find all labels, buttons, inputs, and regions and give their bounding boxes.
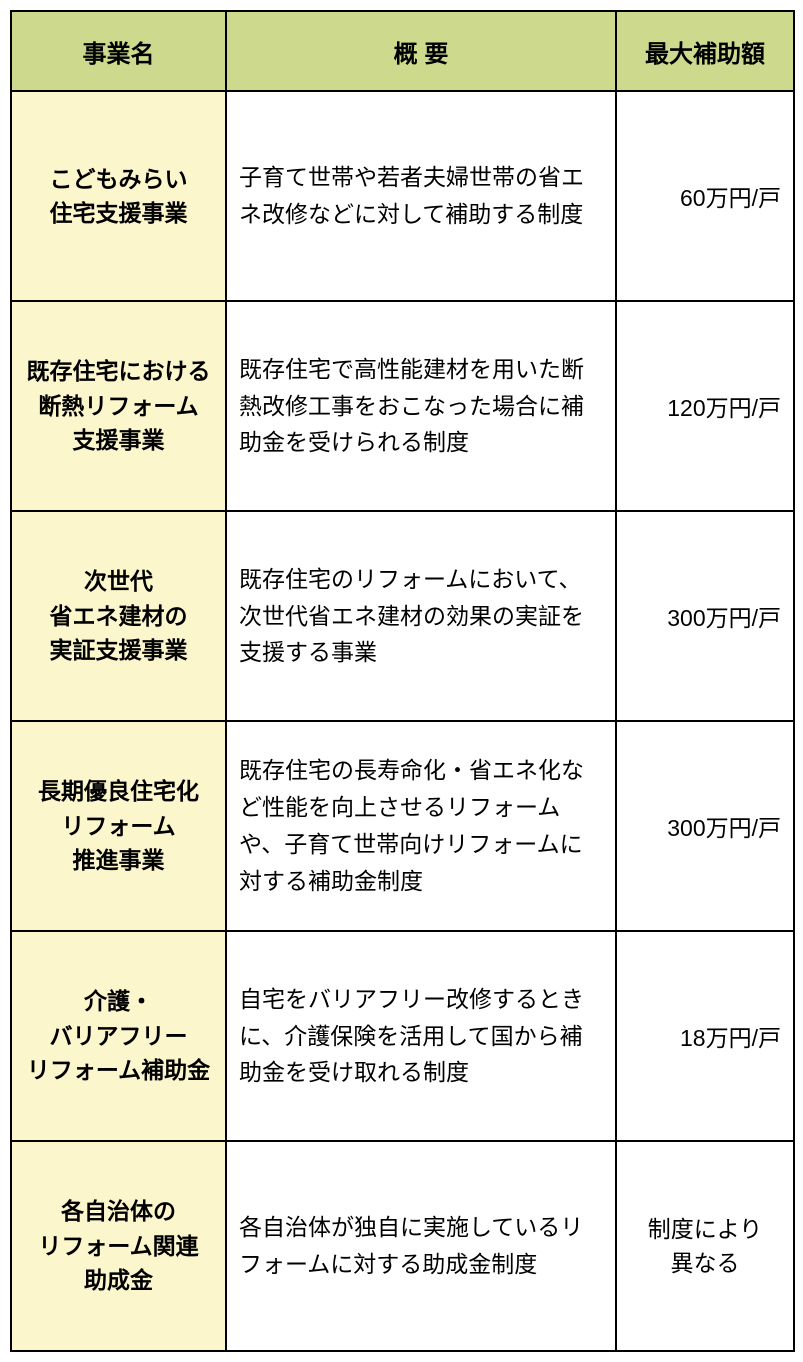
table-row: こどもみらい住宅支援事業 子育て世帯や若者夫婦世帯の省エネ改修などに対して補助す… xyxy=(11,91,794,301)
cell-amount: 120万円/戸 xyxy=(616,301,794,511)
cell-summary: 各自治体が独自に実施しているリフォームに対する助成金制度 xyxy=(226,1141,616,1351)
table-body: こどもみらい住宅支援事業 子育て世帯や若者夫婦世帯の省エネ改修などに対して補助す… xyxy=(11,91,794,1351)
table-row: 介護・バリアフリーリフォーム補助金 自宅をバリアフリー改修するときに、介護保険を… xyxy=(11,931,794,1141)
table-row: 長期優良住宅化リフォーム推進事業 既存住宅の長寿命化・省エネ化など性能を向上させ… xyxy=(11,721,794,931)
cell-summary: 既存住宅の長寿命化・省エネ化など性能を向上させるリフォームや、子育て世帯向けリフ… xyxy=(226,721,616,931)
cell-amount: 制度により異なる xyxy=(616,1141,794,1351)
header-amount: 最大補助額 xyxy=(616,11,794,91)
cell-summary: 既存住宅で高性能建材を用いた断熱改修工事をおこなった場合に補助金を受けられる制度 xyxy=(226,301,616,511)
cell-summary: 既存住宅のリフォームにおいて、次世代省エネ建材の効果の実証を支援する事業 xyxy=(226,511,616,721)
table-row: 次世代省エネ建材の実証支援事業 既存住宅のリフォームにおいて、次世代省エネ建材の… xyxy=(11,511,794,721)
cell-name: 長期優良住宅化リフォーム推進事業 xyxy=(11,721,226,931)
table-row: 既存住宅における断熱リフォーム支援事業 既存住宅で高性能建材を用いた断熱改修工事… xyxy=(11,301,794,511)
name-text: 次世代省エネ建材の実証支援事業 xyxy=(50,564,188,668)
cell-name: こどもみらい住宅支援事業 xyxy=(11,91,226,301)
cell-amount: 300万円/戸 xyxy=(616,511,794,721)
name-text: 長期優良住宅化リフォーム推進事業 xyxy=(38,774,199,878)
cell-name: 介護・バリアフリーリフォーム補助金 xyxy=(11,931,226,1141)
cell-amount: 300万円/戸 xyxy=(616,721,794,931)
cell-name: 次世代省エネ建材の実証支援事業 xyxy=(11,511,226,721)
cell-amount: 60万円/戸 xyxy=(616,91,794,301)
table-header-row: 事業名 概 要 最大補助額 xyxy=(11,11,794,91)
cell-name: 既存住宅における断熱リフォーム支援事業 xyxy=(11,301,226,511)
name-text: 介護・バリアフリーリフォーム補助金 xyxy=(27,984,210,1088)
subsidy-table: 事業名 概 要 最大補助額 こどもみらい住宅支援事業 子育て世帯や若者夫婦世帯の… xyxy=(10,10,795,1352)
cell-summary: 自宅をバリアフリー改修するときに、介護保険を活用して国から補助金を受け取れる制度 xyxy=(226,931,616,1141)
name-text: 既存住宅における断熱リフォーム支援事業 xyxy=(27,354,211,458)
cell-amount: 18万円/戸 xyxy=(616,931,794,1141)
header-name: 事業名 xyxy=(11,11,226,91)
cell-name: 各自治体のリフォーム関連助成金 xyxy=(11,1141,226,1351)
table-row: 各自治体のリフォーム関連助成金 各自治体が独自に実施しているリフォームに対する助… xyxy=(11,1141,794,1351)
name-text: 各自治体のリフォーム関連助成金 xyxy=(38,1194,198,1298)
header-summary: 概 要 xyxy=(226,11,616,91)
name-text: こどもみらい住宅支援事業 xyxy=(50,162,188,231)
cell-summary: 子育て世帯や若者夫婦世帯の省エネ改修などに対して補助する制度 xyxy=(226,91,616,301)
